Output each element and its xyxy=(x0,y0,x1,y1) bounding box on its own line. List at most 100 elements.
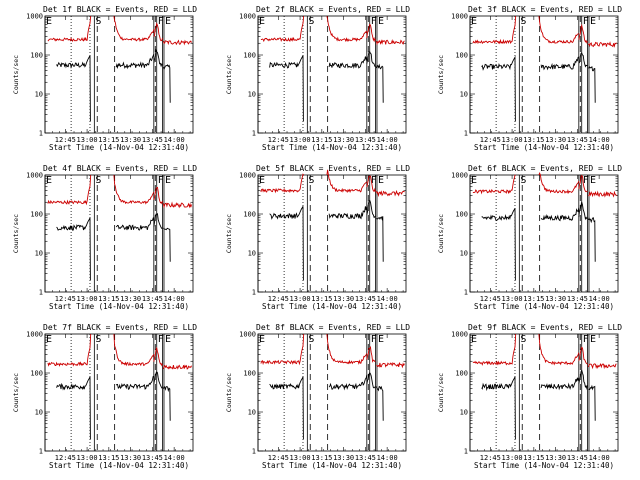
series-line xyxy=(538,172,580,194)
series-line xyxy=(47,333,92,367)
y-tick-label: 10 xyxy=(460,409,468,417)
chart-panel-6: Det 6f BLACK = Events, RED = LLD 1 10 100 10… xyxy=(437,164,622,311)
x-tick-label: 14:00 xyxy=(589,295,610,303)
x-tick-label: 13:45 xyxy=(567,295,588,303)
y-tick-label: 10 xyxy=(248,409,256,417)
x-tick-label: 13:15 xyxy=(523,136,544,144)
chart-title: Det 4f BLACK = Events, RED = LLD xyxy=(43,164,197,173)
y-tick-label: 1 xyxy=(464,448,468,456)
y-axis-label: Counts/sec xyxy=(437,55,445,94)
series-line xyxy=(375,39,405,46)
chart-title: Det 7f BLACK = Events, RED = LLD xyxy=(43,323,197,332)
series-line xyxy=(260,173,305,194)
series-line xyxy=(47,174,92,206)
y-tick-label: 100 xyxy=(30,211,43,219)
event-marker-label: F xyxy=(158,175,164,186)
plot-frame xyxy=(44,174,194,293)
x-axis-label: Start Time (14-Nov-04 12:31:40) xyxy=(474,302,614,311)
event-marker-label: S xyxy=(520,175,526,186)
y-tick-label: 1 xyxy=(39,289,43,297)
series-line xyxy=(587,216,596,262)
series-line xyxy=(260,15,305,43)
event-marker-label: F xyxy=(583,16,589,27)
y-tick-label: 1000 xyxy=(239,172,256,180)
event-marker-label: E xyxy=(46,334,52,345)
event-marker-label: E xyxy=(259,175,265,186)
series-line xyxy=(328,375,368,391)
series-lld xyxy=(47,333,192,370)
series-line xyxy=(113,333,155,367)
y-tick-label: 1000 xyxy=(26,172,43,180)
x-tick-label: 13:45 xyxy=(355,295,376,303)
series-lld xyxy=(260,169,405,198)
series-line xyxy=(481,208,516,281)
series-line xyxy=(162,39,192,46)
series-line xyxy=(113,15,155,42)
series-lld xyxy=(260,15,405,46)
y-axis-label: Counts/sec xyxy=(12,214,20,253)
series-line xyxy=(540,207,580,222)
x-tick-label: 13:15 xyxy=(311,295,332,303)
series-line xyxy=(472,174,516,195)
series-line xyxy=(328,56,368,70)
y-tick-label: 100 xyxy=(30,52,43,60)
series-line xyxy=(587,41,617,48)
chart-panel-8: Det 8f BLACK = Events, RED = LLD 1 10 100 10… xyxy=(225,323,410,470)
y-tick-label: 1000 xyxy=(451,172,468,180)
event-marker-label: E xyxy=(46,16,52,27)
event-marker-label: F xyxy=(371,334,377,345)
y-tick-label: 1 xyxy=(464,130,468,138)
chart-title: Det 2f BLACK = Events, RED = LLD xyxy=(256,5,410,14)
x-tick-label: 13:30 xyxy=(545,295,566,303)
x-tick-label: 14:00 xyxy=(377,454,398,462)
series-lld xyxy=(472,15,617,48)
x-tick-label: 13:00 xyxy=(77,136,98,144)
y-axis-label: Counts/sec xyxy=(225,55,233,94)
y-tick-label: 10 xyxy=(35,91,43,99)
event-marker-label: F xyxy=(583,334,589,345)
event-marker-label: E xyxy=(165,175,171,186)
x-tick-label: 14:00 xyxy=(164,136,185,144)
series-line xyxy=(375,189,405,198)
series-events xyxy=(56,48,171,122)
y-tick-label: 10 xyxy=(248,91,256,99)
plot-frame xyxy=(469,333,619,452)
event-marker-label: S xyxy=(520,16,526,27)
y-tick-label: 1 xyxy=(39,448,43,456)
x-tick-label: 13:45 xyxy=(142,295,163,303)
event-marker-label: E xyxy=(590,175,596,186)
y-tick-label: 1000 xyxy=(451,13,468,21)
series-line xyxy=(115,216,155,231)
event-marker-label: S xyxy=(308,175,314,186)
series-line xyxy=(47,15,92,43)
y-tick-label: 1 xyxy=(464,289,468,297)
x-tick-label: 12:45 xyxy=(480,295,501,303)
series-line xyxy=(153,186,163,205)
x-tick-label: 13:30 xyxy=(120,454,141,462)
series-events xyxy=(269,51,384,122)
x-tick-label: 13:45 xyxy=(567,136,588,144)
y-axis-label: Counts/sec xyxy=(437,214,445,253)
x-axis-label: Start Time (14-Nov-04 12:31:40) xyxy=(49,461,189,470)
y-tick-label: 100 xyxy=(243,211,256,219)
plot-frame xyxy=(44,333,194,452)
chart-panel-1: Det 1f BLACK = Events, RED = LLD 1 10 100 10… xyxy=(12,5,197,152)
series-line xyxy=(587,190,617,198)
series-line xyxy=(115,375,154,390)
chart-title: Det 8f BLACK = Events, RED = LLD xyxy=(256,323,410,332)
x-tick-label: 13:15 xyxy=(98,136,119,144)
x-tick-label: 13:30 xyxy=(333,295,354,303)
series-lld xyxy=(472,333,617,370)
x-tick-label: 13:45 xyxy=(355,136,376,144)
event-marker-label: S xyxy=(95,334,101,345)
x-tick-label: 13:00 xyxy=(290,136,311,144)
series-line xyxy=(153,22,163,42)
series-line xyxy=(326,333,368,365)
series-line xyxy=(56,55,91,122)
event-marker-label: E xyxy=(165,334,171,345)
x-tick-label: 13:30 xyxy=(333,454,354,462)
chart-panel-7: Det 7f BLACK = Events, RED = LLD 1 10 100 10… xyxy=(12,323,197,470)
series-line xyxy=(366,199,376,219)
y-axis-label: Counts/sec xyxy=(225,373,233,412)
series-line xyxy=(326,169,368,194)
